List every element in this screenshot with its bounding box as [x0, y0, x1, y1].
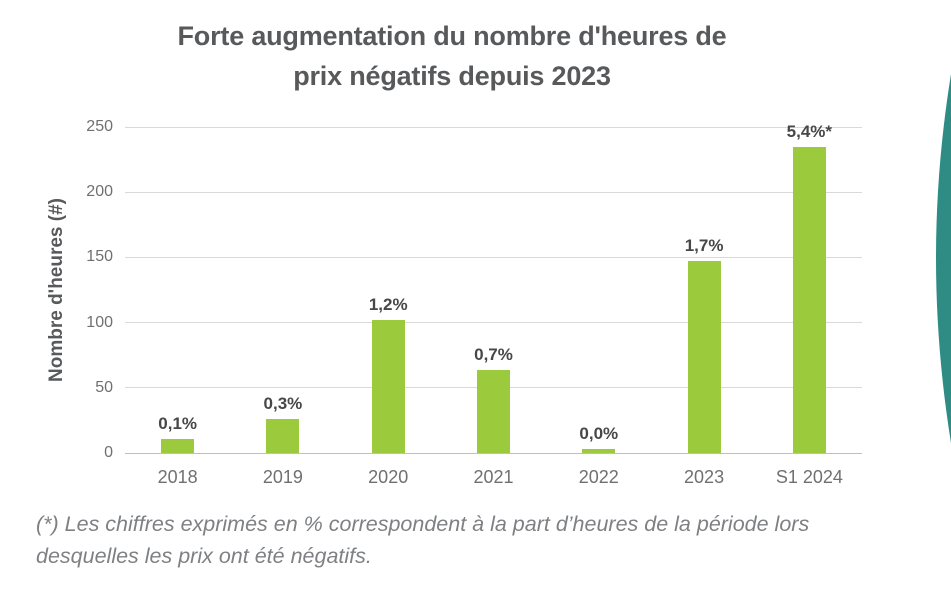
footnote: (*) Les chiffres exprimés en % correspon…: [36, 508, 809, 572]
x-tick-label: 2019: [262, 467, 303, 487]
gridline: [125, 191, 862, 193]
bar-value-label: 0,7%: [474, 344, 513, 364]
x-tick-label: S1 2024: [775, 467, 843, 487]
chart-title-line2: prix négatifs depuis 2023: [293, 61, 611, 91]
x-tick-label: 2020: [368, 467, 409, 487]
y-tick-label: 0: [104, 444, 113, 461]
x-tick-label: 2018: [157, 467, 198, 487]
x-tick-label: 2021: [473, 467, 514, 487]
bar-2020: [371, 320, 405, 453]
bar-value-label: 0,0%: [579, 424, 619, 444]
bar-2019: [266, 419, 300, 453]
y-tick-label: 50: [95, 378, 113, 396]
bar-2021: [477, 369, 510, 453]
bar-2022: [582, 449, 616, 453]
bar-value-label: 0,3%: [263, 394, 303, 414]
teal-arc-shape: [936, 74, 951, 443]
y-tick-label: 250: [86, 118, 113, 135]
bar-value-label: 1,2%: [368, 295, 408, 314]
gridline: [125, 322, 862, 324]
chart-title-line1: Forte augmentation du nombre d'heures de: [177, 21, 727, 51]
bar-2018: [161, 438, 195, 453]
bar-s1-2024: [792, 146, 826, 453]
bar-value-label: 5,4%*: [786, 121, 833, 141]
y-tick-label: 200: [86, 183, 113, 201]
chart-title: Forte augmentation du nombre d'heures de…: [0, 16, 904, 96]
gridline: [125, 256, 862, 258]
footnote-line1: (*) Les chiffres exprimés en % correspon…: [36, 512, 810, 536]
x-tick-label: 2023: [684, 467, 725, 487]
gridline: [125, 126, 862, 128]
bar-value-label: 0,1%: [158, 413, 198, 433]
plot-area: 0 50 100 150 200 250 0,1% 2018 0,3% 2019 1,2% 2020 0…: [86, 119, 862, 487]
footnote-line2: desquelles les prix ont été négatifs.: [36, 544, 372, 568]
bar-value-label: 1,7%: [684, 236, 724, 256]
y-tick-label: 100: [86, 313, 113, 331]
y-axis-title: Nombre d'heures (#): [46, 198, 67, 382]
x-axis-line: [125, 452, 862, 454]
bar-2023: [687, 261, 721, 453]
x-tick-label: 2022: [578, 467, 619, 487]
y-tick-label: 150: [86, 248, 113, 266]
